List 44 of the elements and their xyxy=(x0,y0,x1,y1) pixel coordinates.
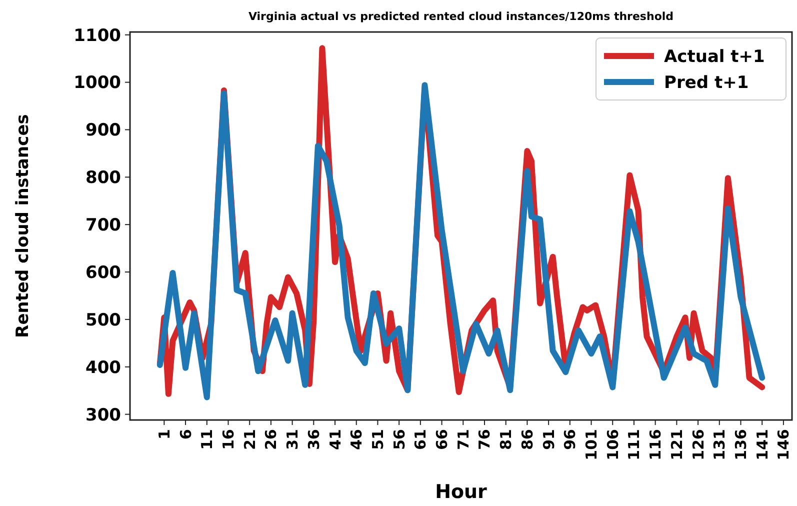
x-tick-label: 101 xyxy=(582,429,601,460)
y-tick-label: 900 xyxy=(86,120,122,141)
x-tick-label: 141 xyxy=(753,429,772,460)
x-tick-label: 26 xyxy=(262,429,280,450)
x-tick-label: 61 xyxy=(412,429,430,450)
x-tick-label: 111 xyxy=(625,429,644,460)
legend-label: Actual t+1 xyxy=(664,47,765,67)
y-tick-label: 300 xyxy=(86,405,122,426)
x-tick-label: 11 xyxy=(198,429,216,450)
x-tick-label: 56 xyxy=(390,429,408,450)
y-tick-label: 500 xyxy=(86,310,122,330)
x-tick-label: 81 xyxy=(497,429,516,450)
y-tick-label: 1100 xyxy=(74,26,122,46)
chart-title: Virginia actual vs predicted rented cloud instances/120ms threshold xyxy=(248,10,674,23)
x-tick-label: 46 xyxy=(348,429,366,450)
x-tick-label: 51 xyxy=(368,429,387,450)
y-tick-label: 800 xyxy=(86,168,122,188)
y-tick-label: 1000 xyxy=(74,73,122,94)
x-tick-label: 21 xyxy=(240,429,259,450)
x-tick-label: 106 xyxy=(604,429,622,460)
x-tick-label: 6 xyxy=(176,429,195,440)
legend-label: Pred t+1 xyxy=(664,73,749,93)
x-axis-title: Hour xyxy=(435,481,488,503)
x-tick-label: 1 xyxy=(155,429,174,440)
x-tick-label: 91 xyxy=(540,429,558,450)
x-tick-label: 126 xyxy=(689,429,708,460)
x-tick-label: 96 xyxy=(561,429,580,450)
x-tick-label: 131 xyxy=(710,429,729,460)
y-tick-label: 600 xyxy=(86,262,122,283)
x-tick-label: 31 xyxy=(284,429,302,450)
y-axis-title: Rented cloud instances xyxy=(13,114,33,338)
x-tick-label: 71 xyxy=(454,429,472,450)
x-tick-label: 16 xyxy=(219,429,238,450)
x-tick-label: 66 xyxy=(433,429,452,450)
y-tick-label: 700 xyxy=(86,216,122,236)
x-tick-label: 41 xyxy=(326,429,344,450)
x-tick-label: 121 xyxy=(668,429,686,460)
x-tick-label: 36 xyxy=(304,429,323,450)
x-tick-label: 136 xyxy=(732,429,750,460)
x-tick-label: 146 xyxy=(774,429,793,460)
y-tick-label: 400 xyxy=(86,358,122,378)
x-tick-label: 116 xyxy=(646,429,665,460)
x-tick-label: 76 xyxy=(476,429,494,450)
x-tick-label: 86 xyxy=(518,429,536,450)
